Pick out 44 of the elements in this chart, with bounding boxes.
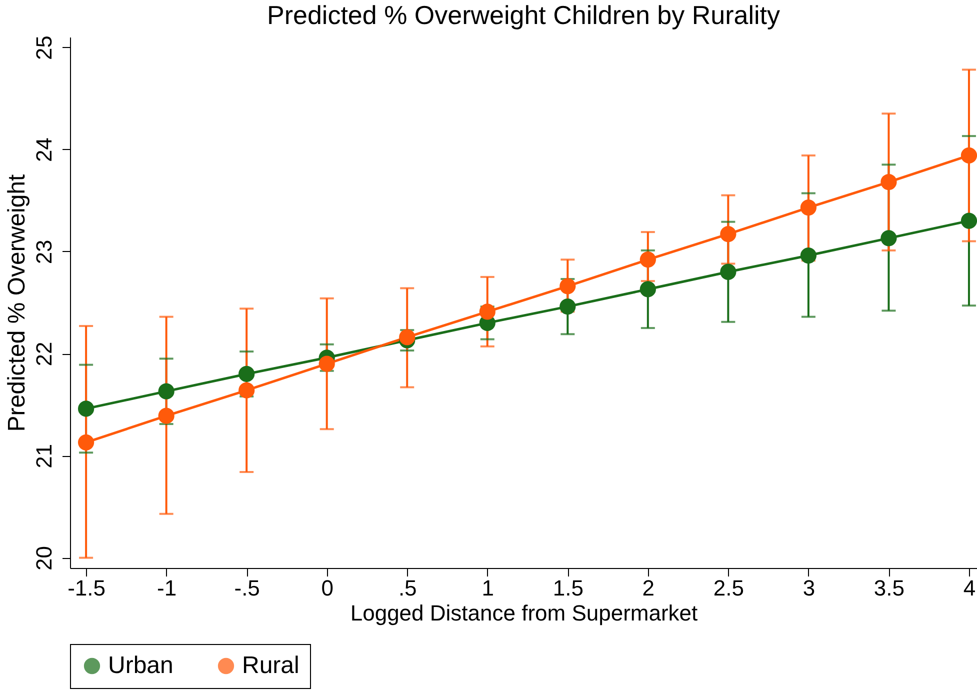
y-tick-label: 22 [32,342,56,366]
point [78,400,94,417]
point [238,382,255,398]
point [640,281,656,298]
x-tick-label: -1 [157,576,177,600]
y-tick-label: 21 [32,444,56,468]
y-tick-label: 24 [32,138,56,162]
point [880,174,897,190]
x-tick-label: 0 [321,576,334,600]
x-tick-label: 4 [963,576,976,600]
point [880,230,897,246]
point [800,247,817,264]
point [960,212,977,229]
y-axis-title: Predicted % Overweight [4,174,30,432]
y-tick-label: 23 [32,240,56,264]
chart-title: Predicted % Overweight Children by Rurality [267,0,780,30]
point [158,408,174,424]
point [720,264,736,280]
legend-label: Rural [242,652,300,679]
legend-label: Urban [108,652,174,679]
x-tick-label: 2.5 [713,576,744,600]
point [399,329,416,346]
point [158,383,174,400]
x-tick-label: 1 [482,576,494,600]
point [318,356,335,372]
x-tick-label: 2 [642,576,655,600]
x-tick-label: 1.5 [552,576,584,600]
x-tick-label: -.5 [234,576,260,600]
point [720,226,736,242]
y-tick-label: 20 [32,546,56,571]
point [238,366,255,382]
x-tick-label: .5 [398,576,417,600]
y-tick-label: 25 [32,35,56,60]
point [560,298,576,315]
point [78,434,94,450]
point [960,147,977,164]
point [560,278,576,294]
x-tick-label: 3.5 [874,576,905,600]
x-tick-label: -1.5 [68,576,106,600]
point [640,252,656,268]
point [479,304,496,320]
x-axis-title: Logged Distance from Supermarket [350,600,698,626]
x-tick-label: 3 [802,576,816,600]
point [800,199,817,216]
